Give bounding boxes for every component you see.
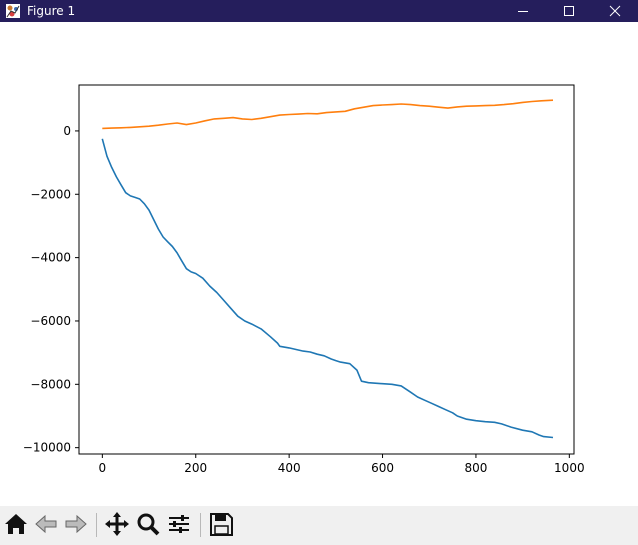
maximize-button[interactable] — [546, 0, 592, 22]
maximize-icon — [564, 6, 574, 16]
title-bar: Figure 1 — [0, 0, 638, 22]
magnifier-icon — [137, 513, 160, 536]
toolbar-separator — [200, 513, 201, 537]
configure-subplots-button[interactable] — [164, 509, 194, 539]
close-button[interactable] — [592, 0, 638, 22]
x-tick-label: 0 — [99, 461, 107, 475]
app-icon — [6, 4, 20, 18]
x-tick-label: 800 — [464, 461, 487, 475]
series-line-2 — [102, 99, 554, 130]
back-button[interactable] — [31, 509, 61, 539]
x-tick-label: 600 — [371, 461, 394, 475]
x-tick-label: 400 — [278, 461, 301, 475]
toolbar-separator — [96, 513, 97, 537]
zoom-button[interactable] — [133, 509, 163, 539]
home-button[interactable] — [1, 509, 31, 539]
pan-button[interactable] — [102, 509, 132, 539]
navigation-toolbar — [0, 506, 638, 545]
arrow-left-icon — [35, 514, 57, 534]
save-button[interactable] — [206, 509, 236, 539]
window-title: Figure 1 — [27, 4, 76, 18]
figure-canvas: 0 200 400 600 800 1000 −10000−8000−6000−4000−… — [0, 22, 638, 506]
close-icon — [609, 5, 621, 17]
sliders-icon — [169, 515, 189, 533]
forward-button[interactable] — [61, 509, 91, 539]
y-tick-label: −10000 — [23, 441, 71, 455]
y-axis: −10000 −8000 −6000 −4000 −2000 0 — [23, 124, 79, 455]
x-tick-label: 1000 — [554, 461, 585, 475]
arrow-right-icon — [65, 514, 87, 534]
floppy-disk-icon — [210, 513, 233, 536]
move-icon — [105, 512, 129, 536]
minimize-button[interactable] — [500, 0, 546, 22]
y-tick-label: 0 — [63, 124, 71, 138]
series-line-1 — [101, 138, 554, 439]
axes-frame — [78, 84, 575, 455]
x-tick-label: 200 — [184, 461, 207, 475]
home-icon — [5, 514, 27, 534]
minimize-icon — [518, 11, 528, 12]
y-tick-label: −4000 — [30, 251, 71, 265]
y-tick-label: −6000 — [30, 314, 71, 328]
plot-area — [101, 99, 554, 439]
y-tick-label: −8000 — [30, 377, 71, 391]
y-tick-label: −2000 — [30, 187, 71, 201]
x-axis: 0 200 400 600 800 1000 — [99, 454, 585, 475]
